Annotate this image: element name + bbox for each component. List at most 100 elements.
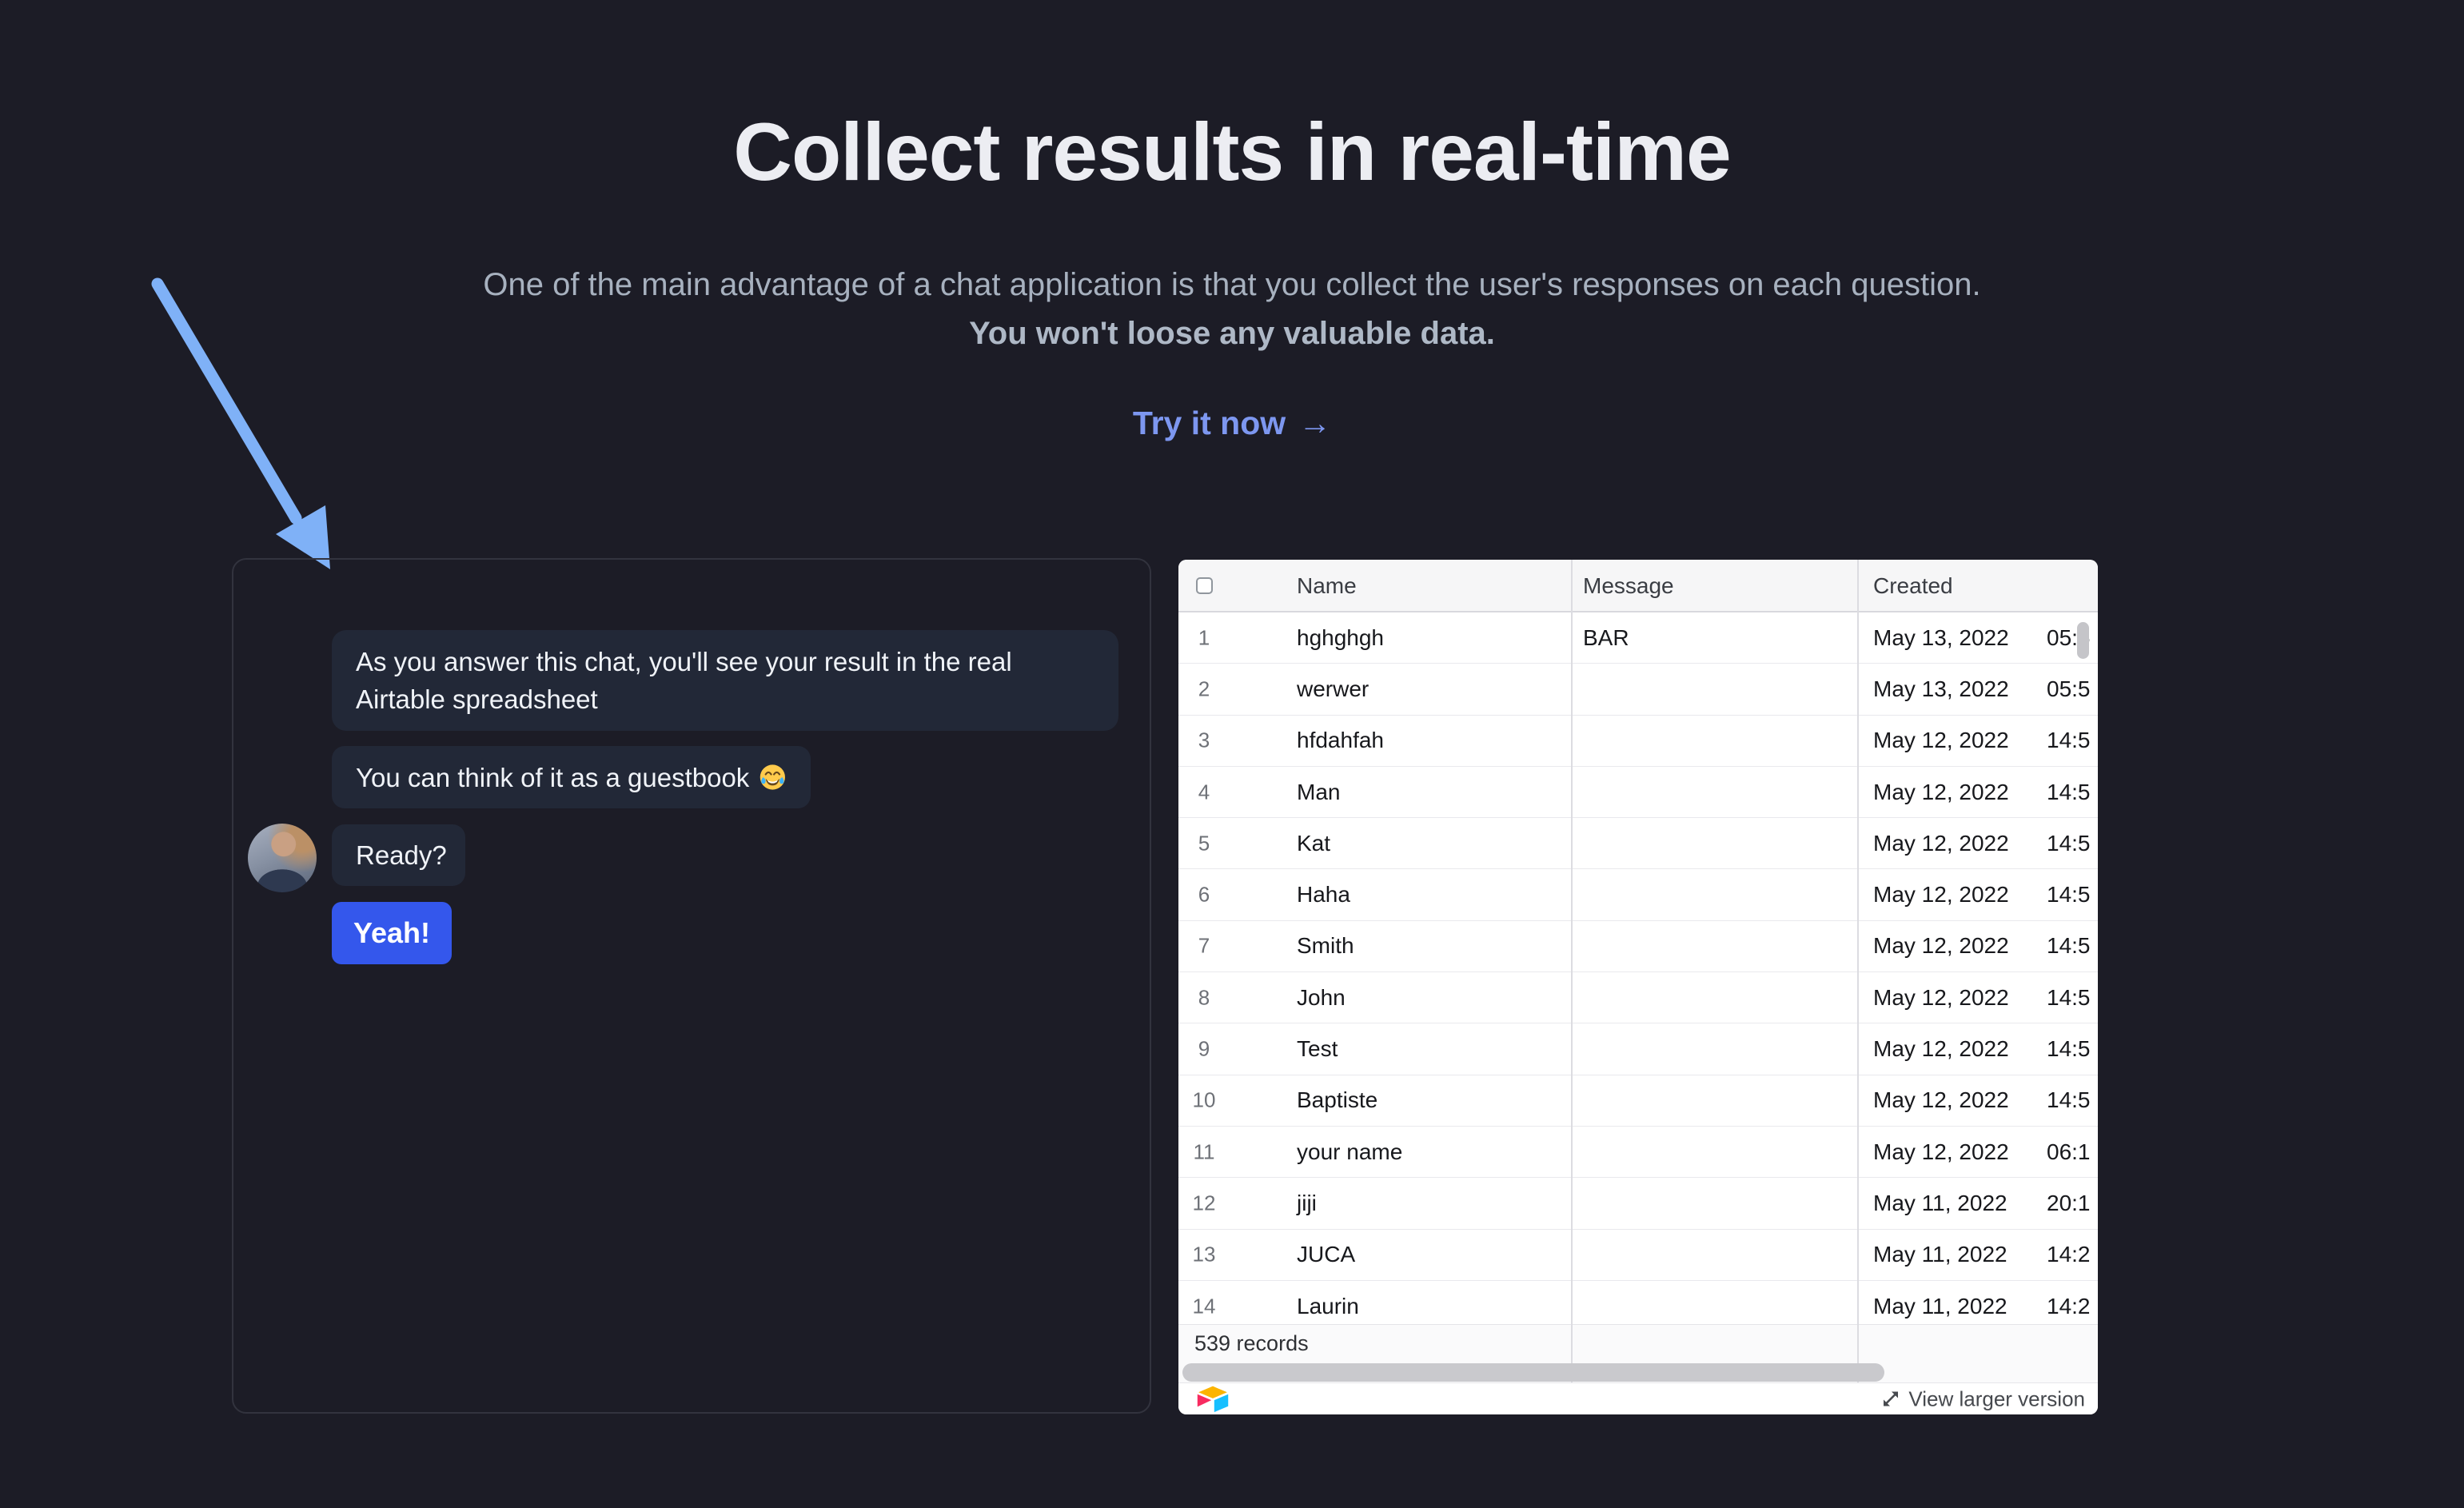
cell-created-time: 14:5 (2047, 728, 2091, 753)
column-header-created: Created (1873, 573, 1953, 598)
vertical-scrollbar-thumb[interactable] (2077, 622, 2089, 659)
cell-created-time: 14:5 (2047, 779, 2091, 804)
horizontal-scrollbar-thumb[interactable] (1182, 1363, 1884, 1382)
cell-created-date: May 11, 2022 (1873, 1242, 2007, 1267)
table-row[interactable]: 13 JUCA May 11, 2022 14:2 (1178, 1230, 2098, 1281)
cell-created-date: May 12, 2022 (1873, 779, 2009, 804)
row-number: 12 (1192, 1191, 1216, 1215)
column-header-message: Message (1583, 573, 1674, 598)
cell-created-time: 06:1 (2047, 1139, 2091, 1164)
row-number: 4 (1198, 780, 1210, 804)
cell-created-time: 14:5 (2047, 984, 2091, 1010)
cell-name: Kat (1297, 830, 1331, 856)
table-row[interactable]: 1 hghghgh BAR May 13, 2022 05:5 (1178, 612, 2098, 664)
cell-created-time: 14:5 (2047, 830, 2091, 856)
cell-name: Haha (1297, 882, 1350, 908)
cell-name: werwer (1297, 676, 1370, 701)
expand-diagonal-arrows-icon (1884, 1391, 1899, 1406)
row-number: 10 (1192, 1087, 1216, 1112)
hero-subtitle-line1: One of the main advantage of a chat appl… (483, 267, 1981, 302)
cell-created-time: 14:5 (2047, 933, 2091, 959)
cell-name: hghghgh (1297, 624, 1385, 650)
hero-subtitle: One of the main advantage of a chat appl… (0, 261, 2464, 358)
page-title: Collect results in real-time (733, 106, 1731, 197)
row-number: 9 (1198, 1036, 1210, 1061)
hero-subtitle-line2: You won't loose any valuable data. (969, 316, 1495, 351)
row-number: 14 (1192, 1294, 1216, 1318)
view-larger-link[interactable]: View larger version (1880, 1386, 2085, 1411)
cell-created-date: May 12, 2022 (1873, 933, 2009, 959)
row-number: 13 (1192, 1242, 1216, 1267)
cell-created-date: May 12, 2022 (1873, 1087, 2009, 1113)
table-row[interactable]: 6 Haha May 12, 2022 14:5 (1178, 869, 2098, 921)
cell-created-time: 14:5 (2047, 1087, 2091, 1113)
cell-created-time: 14:2 (2047, 1242, 2091, 1267)
user-avatar-photo (248, 824, 317, 892)
row-number: 11 (1193, 1139, 1215, 1164)
table-row[interactable]: 14 Laurin May 11, 2022 14:2 (1178, 1281, 2098, 1324)
cell-message: BAR (1583, 624, 1629, 650)
cell-created-time: 14:2 (2047, 1293, 2091, 1319)
table-row[interactable]: 11 your name May 12, 2022 06:1 (1178, 1127, 2098, 1179)
chat-bubble-text: You can think of it as a guestbook (356, 762, 750, 792)
cell-created-date: May 12, 2022 (1873, 1036, 2009, 1062)
right-arrow-icon: → (1298, 405, 1332, 441)
pointer-arrow-icon (151, 277, 330, 569)
chat-bubble: You can think of it as a guestbook (332, 746, 811, 808)
chat-bubble-text: Ready? (356, 840, 447, 870)
airtable-embed: Name Message Created 1 hghghgh BAR May 13, … (1178, 560, 2098, 1414)
table-rows: 1 hghghgh BAR May 13, 2022 05:5 2 werwer May 13… (1178, 612, 2098, 1324)
select-all-checkbox[interactable] (1196, 577, 1213, 594)
reply-yeah-button[interactable]: Yeah! (332, 902, 452, 964)
cell-name: your name (1297, 1139, 1403, 1164)
table-row[interactable]: 12 jiji May 11, 2022 20:1 (1178, 1178, 2098, 1230)
cell-name: hfdahfah (1297, 728, 1384, 753)
cell-created-date: May 12, 2022 (1873, 830, 2009, 856)
try-it-now-link[interactable]: Try it now → (0, 405, 2464, 442)
row-number: 6 (1198, 882, 1210, 907)
cell-name: Man (1297, 779, 1341, 804)
table-row[interactable]: 3 hfdahfah May 12, 2022 14:5 (1178, 716, 2098, 767)
row-number: 2 (1198, 676, 1210, 701)
chat-bubble-text: As you answer this chat, you'll see your… (356, 647, 1012, 714)
cell-created-date: May 12, 2022 (1873, 1139, 2009, 1164)
embed-footer: View larger version (1178, 1382, 2098, 1414)
cell-name: John (1297, 984, 1346, 1010)
record-count: 539 records (1194, 1331, 1309, 1355)
table-row[interactable]: 10 Baptiste May 12, 2022 14:5 (1178, 1075, 2098, 1127)
cell-name: Test (1297, 1036, 1338, 1062)
table-row[interactable]: 8 John May 12, 2022 14:5 (1178, 972, 2098, 1024)
table-row[interactable]: 2 werwer May 13, 2022 05:5 (1178, 664, 2098, 716)
cell-name: Laurin (1297, 1293, 1359, 1319)
cell-name: jiji (1297, 1190, 1317, 1215)
cell-created-time: 14:5 (2047, 882, 2091, 908)
try-it-now-label: Try it now (1132, 405, 1286, 441)
cell-created-date: May 12, 2022 (1873, 728, 2009, 753)
table-header-row (1178, 560, 2098, 612)
cell-name: JUCA (1297, 1242, 1356, 1267)
laughing-tears-emoji (760, 764, 786, 790)
cell-created-time: 05:5 (2047, 676, 2091, 701)
chat-bubble: Ready? (332, 824, 465, 886)
view-larger-label: View larger version (1908, 1386, 2085, 1410)
table-row[interactable]: 9 Test May 12, 2022 14:5 (1178, 1023, 2098, 1075)
chat-demo-panel: As you answer this chat, you'll see your… (232, 558, 1151, 1414)
column-separator (1857, 560, 1859, 1382)
table-row[interactable]: 5 Kat May 12, 2022 14:5 (1178, 818, 2098, 870)
row-number: 8 (1198, 985, 1210, 1010)
row-number: 5 (1198, 831, 1210, 856)
cell-name: Baptiste (1297, 1087, 1378, 1113)
cell-created-date: May 12, 2022 (1873, 984, 2009, 1010)
airtable-logo (1197, 1386, 1229, 1413)
column-separator (1571, 560, 1573, 1382)
cell-name: Smith (1297, 933, 1354, 959)
table-row[interactable]: 4 Man May 12, 2022 14:5 (1178, 767, 2098, 819)
row-number: 7 (1198, 933, 1210, 958)
cell-created-time: 20:1 (2047, 1190, 2091, 1215)
cell-created-time: 14:5 (2047, 1036, 2091, 1062)
column-header-name: Name (1297, 573, 1357, 598)
cell-created-date: May 11, 2022 (1873, 1190, 2007, 1215)
table-row[interactable]: 7 Smith May 12, 2022 14:5 (1178, 921, 2098, 973)
row-number: 1 (1198, 625, 1210, 650)
